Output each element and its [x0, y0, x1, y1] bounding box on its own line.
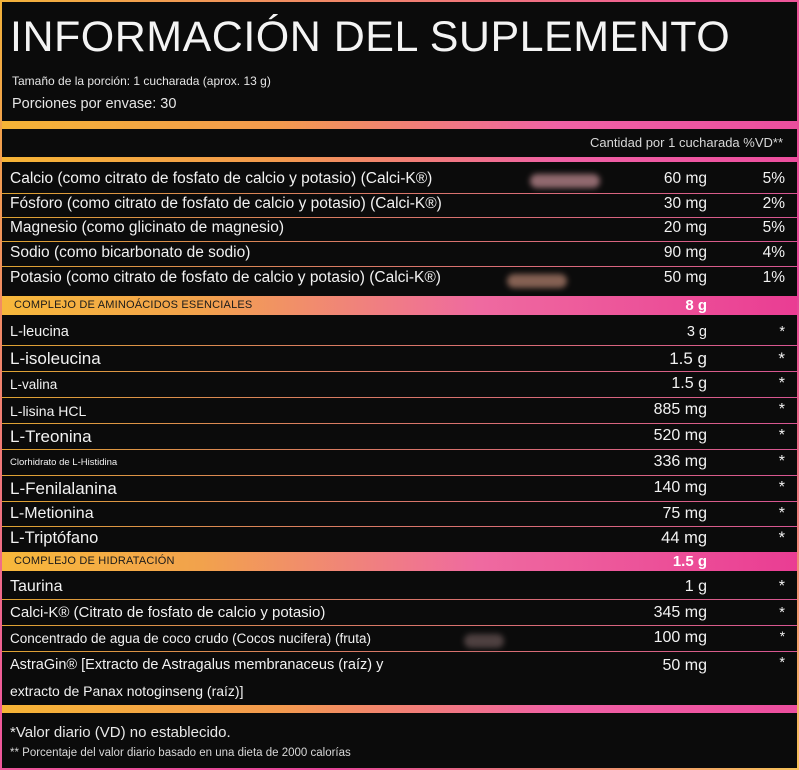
nutrient-dv: 5% — [762, 170, 785, 187]
nutrient-dv: * — [778, 375, 785, 392]
thick-divider — [2, 121, 797, 129]
nutrient-amount: 140 mg — [653, 479, 707, 496]
amino-row: L-Metionina 75 mg * — [2, 503, 797, 527]
section-label: COMPLEJO DE HIDRATACIÓN — [14, 555, 175, 567]
nutrient-name: Taurina — [10, 578, 63, 595]
hydration-row: Concentrado de agua de coco crudo (Cocos… — [2, 627, 797, 652]
redaction-smudge — [530, 174, 600, 188]
nutrient-name: Calci-K® (Citrato de fosfato de calcio y… — [10, 604, 326, 621]
panel-title: INFORMACIÓN DEL SUPLEMENTO — [10, 13, 731, 61]
mineral-row-potassium: Potasio (como citrato de fosfato de calc… — [2, 269, 797, 293]
nutrient-amount: 345 mg — [653, 604, 707, 621]
section-total: 1.5 g — [672, 553, 707, 570]
nutrient-dv: 5% — [762, 219, 785, 236]
nutrient-name: AstraGin® [Extracto de Astragalus membra… — [10, 657, 384, 673]
nutrient-name: Concentrado de agua de coco crudo (Cocos… — [10, 631, 371, 646]
amino-row: L-valina 1.5 g * — [2, 373, 797, 398]
amino-row: L-lisina HCL 885 mg * — [2, 399, 797, 424]
thick-divider — [2, 157, 797, 162]
nutrient-amount: 1 g — [684, 578, 707, 595]
nutrient-amount: 20 mg — [663, 219, 707, 236]
nutrient-dv: * — [779, 629, 785, 644]
nutrient-name: L-leucina — [10, 324, 69, 340]
mineral-row-phosphorus: Fósforo (como citrato de fosfato de calc… — [2, 195, 797, 218]
nutrient-amount: 90 mg — [663, 244, 707, 261]
nutrient-name: L-Metionina — [10, 505, 94, 522]
hydration-row: AstraGin® [Extracto de Astragalus membra… — [2, 653, 797, 703]
amino-row: L-isoleucina 1.5 g * — [2, 347, 797, 372]
nutrient-dv: 1% — [762, 269, 785, 286]
hydration-row: Taurina 1 g * — [2, 576, 797, 600]
nutrient-name: Potasio (como citrato de fosfato de calc… — [10, 269, 441, 286]
nutrient-amount: 1.5 g — [671, 375, 707, 392]
nutrient-name: L-Fenilalanina — [10, 479, 117, 498]
mineral-row-magnesium: Magnesio (como glicinato de magnesio) 20… — [2, 219, 797, 242]
nutrient-amount: 50 mg — [663, 269, 707, 286]
nutrient-name: Calcio (como citrato de fosfato de calci… — [10, 170, 433, 187]
nutrient-amount: 50 mg — [662, 657, 707, 674]
section-header-amino-acids: COMPLEJO DE AMINOÁCIDOS ESENCIALES 8 g — [2, 296, 797, 315]
nutrient-amount: 75 mg — [662, 505, 707, 522]
nutrient-dv: 2% — [762, 195, 785, 212]
nutrient-amount: 520 mg — [653, 427, 707, 444]
nutrient-dv: * — [778, 529, 785, 547]
mineral-row-calcium: Calcio (como citrato de fosfato de calci… — [2, 170, 797, 194]
nutrient-dv: * — [778, 453, 785, 470]
nutrient-amount: 100 mg — [653, 629, 707, 646]
nutrient-amount: 60 mg — [663, 170, 707, 187]
nutrient-amount: 44 mg — [661, 529, 707, 547]
nutrient-dv: * — [778, 427, 785, 444]
redaction-smudge — [464, 634, 504, 648]
mineral-row-sodium: Sodio (como bicarbonato de sodio) 90 mg … — [2, 244, 797, 267]
nutrient-dv: * — [778, 479, 785, 496]
nutrient-dv: * — [779, 655, 785, 671]
amino-row: L-Treonina 520 mg * — [2, 425, 797, 450]
thick-divider — [2, 705, 797, 713]
servings-per-container: Porciones por envase: 30 — [12, 96, 177, 112]
amino-row: L-Fenilalanina 140 mg * — [2, 477, 797, 502]
nutrient-name: L-isoleucina — [10, 349, 101, 368]
nutrient-dv: * — [778, 349, 785, 368]
nutrient-name: L-Treonina — [10, 427, 92, 446]
nutrient-dv: * — [778, 505, 785, 522]
serving-size: Tamaño de la porción: 1 cucharada (aprox… — [12, 74, 271, 88]
nutrient-dv: * — [779, 324, 785, 340]
nutrient-amount: 30 mg — [663, 195, 707, 212]
amino-row: L-Triptófano 44 mg * — [2, 528, 797, 551]
nutrient-name: Clorhidrato de L-Histidina — [10, 457, 118, 468]
nutrient-name: L-lisina HCL — [10, 403, 87, 419]
section-label: COMPLEJO DE AMINOÁCIDOS ESENCIALES — [14, 299, 253, 311]
nutrient-dv: * — [779, 604, 785, 621]
nutrient-name: Magnesio (como glicinato de magnesio) — [10, 219, 284, 236]
nutrient-dv: * — [778, 401, 785, 418]
nutrient-name-continued: extracto de Panax notoginseng (raíz)] — [10, 683, 244, 699]
section-total: 8 g — [685, 297, 707, 314]
amino-row: Clorhidrato de L-Histidina 336 mg * — [2, 451, 797, 476]
nutrient-dv: * — [778, 578, 785, 595]
footnote-dv-not-established: *Valor diario (VD) no establecido. — [10, 724, 231, 741]
nutrient-amount: 3 g — [686, 324, 707, 340]
nutrient-amount: 336 mg — [653, 453, 707, 470]
section-header-hydration: COMPLEJO DE HIDRATACIÓN 1.5 g — [2, 552, 797, 571]
amino-row: L-leucina 3 g * — [2, 321, 797, 346]
nutrient-dv: 4% — [762, 244, 785, 261]
nutrient-name: Fósforo (como citrato de fosfato de calc… — [10, 195, 442, 212]
footnote-daily-value-basis: ** Porcentaje del valor diario basado en… — [10, 747, 351, 759]
nutrient-name: L-Triptófano — [10, 529, 99, 547]
nutrient-name: L-valina — [10, 377, 58, 392]
nutrient-name: Sodio (como bicarbonato de sodio) — [10, 244, 251, 261]
nutrient-amount: 1.5 g — [669, 349, 707, 368]
redaction-smudge — [507, 274, 567, 288]
nutrient-amount: 885 mg — [653, 401, 707, 418]
hydration-row: Calci-K® (Citrato de fosfato de calcio y… — [2, 601, 797, 626]
amount-header: Cantidad por 1 cucharada %VD** — [590, 135, 783, 150]
